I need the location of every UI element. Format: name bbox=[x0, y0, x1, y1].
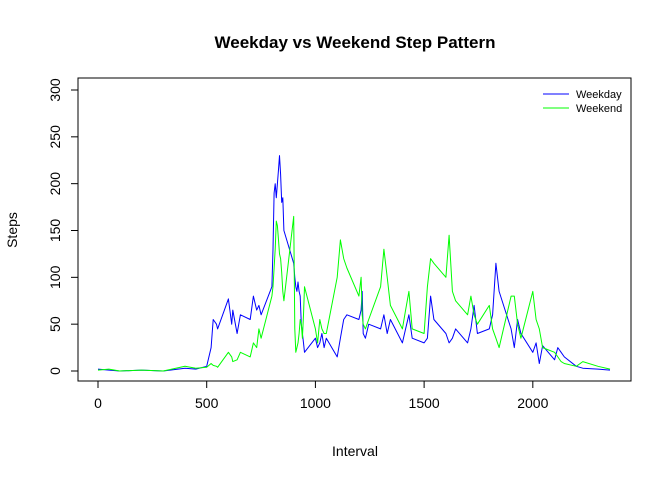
y-tick-label: 250 bbox=[47, 125, 63, 149]
x-tick-label: 2000 bbox=[517, 395, 548, 411]
series-line-weekend bbox=[97, 215, 611, 372]
x-axis: 0 500 1000 1500 2000 bbox=[94, 380, 549, 411]
legend-label-weekday: Weekday bbox=[576, 89, 622, 101]
y-tick-label: 0 bbox=[47, 367, 63, 375]
y-tick-label: 150 bbox=[47, 219, 63, 243]
plot-frame bbox=[77, 77, 632, 382]
y-axis: 0 50 100 150 200 250 300 bbox=[47, 78, 79, 375]
y-tick-label: 200 bbox=[47, 172, 63, 196]
y-tick-label: 100 bbox=[47, 265, 63, 289]
y-tick-label: 300 bbox=[47, 78, 63, 102]
x-axis-label: Interval bbox=[332, 443, 378, 459]
legend-label-weekend: Weekend bbox=[576, 103, 622, 115]
y-tick-label: 50 bbox=[47, 316, 63, 332]
x-tick-label: 0 bbox=[94, 395, 102, 411]
x-tick-label: 1000 bbox=[300, 395, 331, 411]
chart-title: Weekday vs Weekend Step Pattern bbox=[215, 33, 496, 52]
series-layer bbox=[97, 155, 611, 372]
x-tick-label: 500 bbox=[195, 395, 219, 411]
y-axis-label: Steps bbox=[4, 212, 20, 248]
legend: Weekday Weekend bbox=[543, 89, 622, 115]
series-line-weekday bbox=[97, 155, 611, 372]
x-tick-label: 1500 bbox=[409, 395, 440, 411]
